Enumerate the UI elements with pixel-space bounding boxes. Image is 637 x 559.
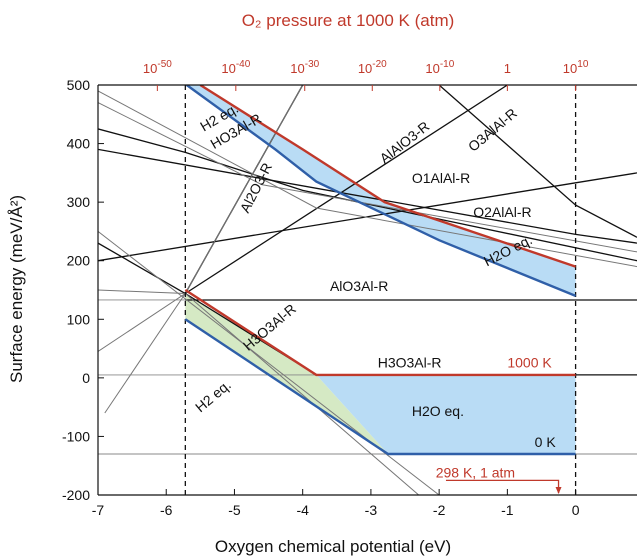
- x-tick-label: 0: [572, 502, 580, 518]
- boundary-lines: [184, 85, 577, 456]
- plot-frame: [97, 84, 637, 496]
- x-tick-label: -6: [160, 502, 173, 518]
- top-tick-label: 10-30: [290, 59, 319, 76]
- series-line-9: [98, 102, 637, 253]
- series-line-2: [98, 128, 637, 262]
- pressure-marker: [445, 479, 560, 493]
- y-tick-label: 200: [67, 253, 91, 269]
- y-tick-label: 100: [67, 311, 91, 327]
- series-label: 1000 K: [507, 354, 552, 370]
- x-tick-label: -7: [92, 502, 105, 518]
- series-line-4: [98, 172, 637, 262]
- y-tick-label: 0: [82, 370, 90, 386]
- top-tick-label: 1010: [563, 59, 589, 76]
- x-tick-label: -2: [433, 502, 446, 518]
- series-label: O2AlAl-R: [473, 204, 531, 220]
- series-label: H3O3Al-R: [378, 354, 442, 370]
- top-tick-label: 1: [504, 61, 511, 76]
- y-tick-label: 300: [67, 194, 91, 210]
- top-axis-title: O₂ pressure at 1000 K (atm): [242, 11, 455, 30]
- series-label: O3AlAl-R: [465, 105, 520, 155]
- series-line-8: [98, 90, 637, 268]
- top-tick-label: 10-40: [221, 59, 250, 76]
- series-line-5: [438, 85, 637, 238]
- y-axis-title: Surface energy (meV/Å²): [7, 195, 26, 383]
- pressure-marker-arrow: [555, 487, 562, 494]
- y-tick-label: -200: [62, 487, 90, 503]
- top-tick-label: 10-50: [143, 59, 172, 76]
- series-label: AlAlO3-R: [377, 118, 433, 167]
- x-tick-label: -1: [501, 502, 514, 518]
- series-label: 298 K, 1 atm: [436, 464, 515, 480]
- series-label: AlO3Al-R: [330, 278, 388, 294]
- series-label: H2O eq.: [412, 403, 464, 419]
- bound-line-1: [185, 85, 577, 298]
- region-1: [316, 374, 576, 454]
- x-tick-label: -4: [296, 502, 309, 518]
- surface-lines: [98, 85, 637, 495]
- bound-line-0: [199, 85, 576, 268]
- series-label: O1AlAl-R: [412, 170, 470, 186]
- bound-line-3: [184, 318, 576, 456]
- region-2: [185, 293, 388, 454]
- series-line-3: [98, 148, 637, 244]
- x-tick-label: -5: [228, 502, 241, 518]
- x-axis-title: Oxygen chemical potential (eV): [215, 537, 451, 556]
- series-label: H2 eq.: [192, 377, 234, 416]
- y-tick-label: -100: [62, 428, 90, 444]
- bound-line-2: [184, 288, 576, 377]
- shaded-regions: [185, 85, 576, 454]
- series-line-12: [104, 293, 186, 414]
- series-line-6: [184, 85, 508, 295]
- top-axis-title-text: O₂ pressure at 1000 K (atm): [242, 11, 455, 30]
- series-label: 0 K: [535, 434, 557, 450]
- y-tick-label: 500: [67, 77, 91, 93]
- x-tick-label: -3: [365, 502, 378, 518]
- y-tick-label: 400: [67, 136, 91, 152]
- top-tick-label: 10-20: [358, 59, 387, 76]
- top-tick-label: 10-10: [425, 59, 454, 76]
- axis-ticks: -7 -6 -5 -4 -3 -2 -1 0 1 -200 -100 0 100 200 300 400 500…: [62, 59, 589, 518]
